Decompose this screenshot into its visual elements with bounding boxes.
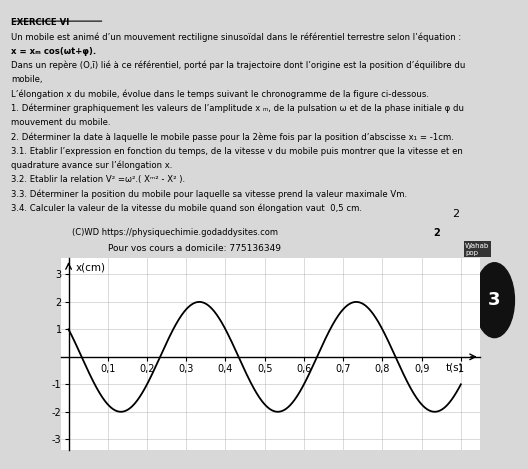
Text: 1. Déterminer graphiquement les valeurs de l’amplitude x ₘ, de la pulsation ω et: 1. Déterminer graphiquement les valeurs … xyxy=(11,104,464,113)
Circle shape xyxy=(475,263,514,338)
Text: (C)WD https://physiquechimie.godaddysites.com: (C)WD https://physiquechimie.godaddysite… xyxy=(72,228,278,237)
Text: 3.1. Etablir l’expression en fonction du temps, de la vitesse v du mobile puis m: 3.1. Etablir l’expression en fonction du… xyxy=(11,147,463,156)
Text: Pour vos cours a domicile: 775136349: Pour vos cours a domicile: 775136349 xyxy=(108,244,281,253)
Text: quadrature avance sur l’élongation x.: quadrature avance sur l’élongation x. xyxy=(11,161,172,170)
Text: 3.2. Etablir la relation V² =ω².( Xᵐ² - X² ).: 3.2. Etablir la relation V² =ω².( Xᵐ² - … xyxy=(11,175,185,184)
Text: 2: 2 xyxy=(433,228,440,238)
Text: EXERCICE VI: EXERCICE VI xyxy=(11,18,69,27)
Text: x = xₘ cos(ωt+φ).: x = xₘ cos(ωt+φ). xyxy=(11,46,96,55)
Text: 2: 2 xyxy=(452,209,459,219)
Text: mouvement du mobile.: mouvement du mobile. xyxy=(11,118,110,127)
Text: x(cm): x(cm) xyxy=(76,262,106,272)
Text: 3: 3 xyxy=(488,291,501,309)
Text: mobile,: mobile, xyxy=(11,75,42,84)
Text: t(s): t(s) xyxy=(445,363,463,373)
Text: Dans un repère (O,ī) lié à ce référentiel, porté par la trajectoire dont l’origi: Dans un repère (O,ī) lié à ce référentie… xyxy=(11,61,465,70)
Text: 3.3. Déterminer la position du mobile pour laquelle sa vitesse prend la valeur m: 3.3. Déterminer la position du mobile po… xyxy=(11,189,407,199)
Text: 2. Déterminer la date à laquelle le mobile passe pour la 2ème fois par la positi: 2. Déterminer la date à laquelle le mobi… xyxy=(11,132,454,142)
Text: 3.4. Calculer la valeur de la vitesse du mobile quand son élongation vaut  0,5 c: 3.4. Calculer la valeur de la vitesse du… xyxy=(11,204,362,213)
Text: Un mobile est animé d’un mouvement rectiligne sinusoïdal dans le référentiel ter: Un mobile est animé d’un mouvement recti… xyxy=(11,32,461,42)
Text: L’élongation x du mobile, évolue dans le temps suivant le chronogramme de la fig: L’élongation x du mobile, évolue dans le… xyxy=(11,90,429,99)
Text: W̱ahab
pop: W̱ahab pop xyxy=(465,243,489,256)
